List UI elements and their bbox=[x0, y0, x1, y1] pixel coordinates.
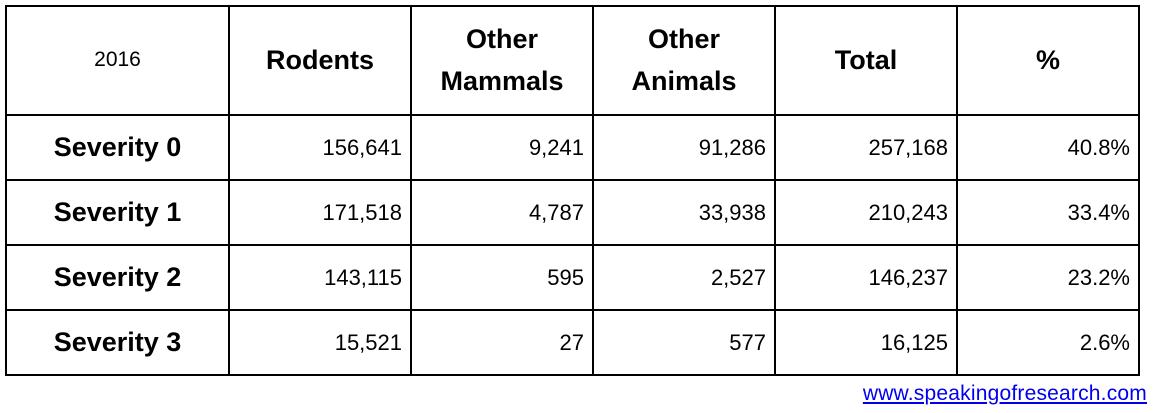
table-cell: 33,938 bbox=[592, 179, 776, 246]
table-cell: 91,286 bbox=[592, 114, 776, 181]
table-row: Severity 2 143,115 595 2,527 146,237 23.… bbox=[5, 244, 1140, 311]
table-cell: 4,787 bbox=[410, 179, 594, 246]
table-row: Severity 1 171,518 4,787 33,938 210,243 … bbox=[5, 179, 1140, 246]
row-header-cell: Severity 1 bbox=[5, 179, 230, 246]
column-header-other-animals: Other Animals bbox=[592, 5, 776, 116]
column-header-rodents: Rodents bbox=[228, 5, 412, 116]
column-header-line: 2016 bbox=[94, 48, 141, 72]
table-cell: 23.2% bbox=[956, 244, 1140, 311]
table-cell: 15,521 bbox=[228, 309, 412, 376]
column-header-line: % bbox=[1035, 44, 1060, 75]
table-cell: 40.8% bbox=[956, 114, 1140, 181]
table-cell: 16,125 bbox=[774, 309, 958, 376]
column-header-line: Other bbox=[647, 23, 720, 54]
table-cell: 2,527 bbox=[592, 244, 776, 311]
row-header-cell: Severity 0 bbox=[5, 114, 230, 181]
table-cell: 146,237 bbox=[774, 244, 958, 311]
table-cell: 143,115 bbox=[228, 244, 412, 311]
table-cell: 27 bbox=[410, 309, 594, 376]
column-header-line: Mammals bbox=[440, 65, 564, 96]
table-cell: 577 bbox=[592, 309, 776, 376]
column-header-total: Total bbox=[774, 5, 958, 116]
column-header-percent: % bbox=[956, 5, 1140, 116]
table-cell: 171,518 bbox=[228, 179, 412, 246]
column-header-other-mammals: Other Mammals bbox=[410, 5, 594, 116]
table-row: Severity 0 156,641 9,241 91,286 257,168 … bbox=[5, 114, 1140, 181]
table-cell: 595 bbox=[410, 244, 594, 311]
table-cell: 2.6% bbox=[956, 309, 1140, 376]
table-cell: 33.4% bbox=[956, 179, 1140, 246]
header-row: 2016 Rodents Other Mammals Other Animals T… bbox=[5, 5, 1140, 116]
severity-table-container: 2016 Rodents Other Mammals Other Animals T… bbox=[5, 5, 1140, 376]
website-link[interactable]: www.speakingofresearch.com bbox=[862, 382, 1147, 405]
table-body: Severity 0 156,641 9,241 91,286 257,168 … bbox=[5, 114, 1140, 376]
column-header-line: Other bbox=[465, 23, 538, 54]
column-header-line: Animals bbox=[631, 65, 737, 96]
table-cell: 156,641 bbox=[228, 114, 412, 181]
severity-table: 2016 Rodents Other Mammals Other Animals T… bbox=[5, 5, 1140, 376]
column-header-line: Rodents bbox=[266, 44, 374, 75]
row-header-cell: Severity 2 bbox=[5, 244, 230, 311]
table-row: Severity 3 15,521 27 577 16,125 2.6% bbox=[5, 309, 1140, 376]
table-cell: 210,243 bbox=[774, 179, 958, 246]
table-cell: 9,241 bbox=[410, 114, 594, 181]
column-header-year: 2016 bbox=[5, 5, 230, 116]
row-header-cell: Severity 3 bbox=[5, 309, 230, 376]
column-header-line: Total bbox=[834, 44, 898, 75]
table-cell: 257,168 bbox=[774, 114, 958, 181]
